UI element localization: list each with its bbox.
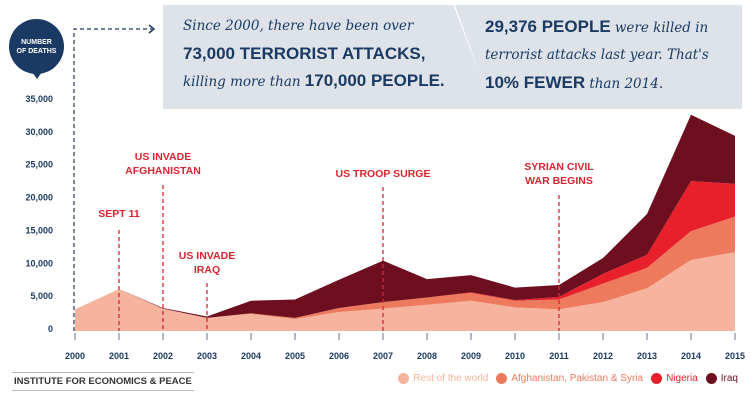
x-tick-label: 2002 xyxy=(153,351,173,361)
legend-item: Rest of the world xyxy=(398,373,488,384)
y-axis-title-badge: NUMBER OF DEATHS xyxy=(9,19,64,79)
event-label: IRAQ xyxy=(194,264,220,276)
x-tick-label: 2005 xyxy=(285,351,305,361)
legend-label: Iraq xyxy=(720,373,738,384)
legend-label: Nigeria xyxy=(666,373,698,384)
dashed-pointer-line xyxy=(73,28,152,331)
x-tick-label: 2008 xyxy=(417,351,437,361)
legend: Rest of the world Afghanistan, Pakistan &… xyxy=(398,373,738,384)
callout2-line2: terrorist attacks last year. That's xyxy=(485,47,709,63)
x-tick-label: 2006 xyxy=(329,351,349,361)
x-tick-label: 2000 xyxy=(65,351,85,361)
callout2-line1b: were killed in xyxy=(614,20,709,36)
y-tick-label: 35,000 xyxy=(25,94,53,104)
y-tick-label: 20,000 xyxy=(25,193,53,203)
x-tick-label: 2009 xyxy=(461,351,481,361)
x-tick-label: 2012 xyxy=(593,351,613,361)
callout-deaths: 29,376 PEOPLE were killed in terrorist a… xyxy=(455,5,742,109)
x-tick-label: 2011 xyxy=(549,351,569,361)
callout1-line2: 73,000 TERRORIST ATTACKS, xyxy=(183,44,426,63)
arrow-head-icon xyxy=(148,24,156,34)
x-tick-label: 2001 xyxy=(109,351,129,361)
callout-attacks: Since 2000, there have been over 73,000 … xyxy=(163,5,493,109)
y-tick-label: 15,000 xyxy=(25,225,53,235)
x-tick-label: 2014 xyxy=(681,351,701,361)
area-iraq xyxy=(75,114,735,318)
callout2-line1a: 29,376 PEOPLE xyxy=(485,17,611,36)
area-rest-of-the-world xyxy=(75,252,735,331)
x-tick-label: 2015 xyxy=(725,351,745,361)
event-label: US INVADE xyxy=(135,151,191,163)
callout2-line3a: 10% FEWER xyxy=(485,73,586,92)
y-tick-label: 10,000 xyxy=(25,258,53,268)
y-tick-label: 0 xyxy=(48,324,53,334)
event-label: SYRIAN CIVIL xyxy=(524,161,594,173)
event-label: AFGHANISTAN xyxy=(125,165,201,177)
legend-swatch xyxy=(496,373,508,384)
x-tick-label: 2004 xyxy=(241,351,261,361)
legend-swatch xyxy=(705,373,717,384)
legend-swatch xyxy=(398,373,410,384)
y-tick-label: 5,000 xyxy=(30,291,53,301)
event-label: SEPT 11 xyxy=(98,208,140,220)
event-label: US INVADE xyxy=(179,250,235,262)
legend-label: Afghanistan, Pakistan & Syria xyxy=(511,373,644,384)
callout1-line3b: 170,000 PEOPLE. xyxy=(304,71,445,90)
legend-swatch xyxy=(651,373,663,384)
y-tick-label: 25,000 xyxy=(25,160,53,170)
x-tick-label: 2003 xyxy=(197,351,217,361)
x-tick-label: 2010 xyxy=(505,351,525,361)
event-label: US TROOP SURGE xyxy=(336,168,431,180)
source-logo: INSTITUTE FOR ECONOMICS & PEACE xyxy=(12,372,194,391)
callout1-line1: Since 2000, there have been over xyxy=(183,18,414,34)
legend-item: Afghanistan, Pakistan & Syria xyxy=(496,373,643,384)
y-tick-label: 30,000 xyxy=(25,127,53,137)
event-label: WAR BEGINS xyxy=(525,175,593,187)
x-tick-label: 2007 xyxy=(373,351,393,361)
x-tick-label: 2013 xyxy=(637,351,657,361)
callout2-line3b: than 2014. xyxy=(589,76,664,92)
legend-label: Rest of the world xyxy=(413,373,489,384)
legend-item: Nigeria xyxy=(651,373,698,384)
callout1-line3a: killing more than xyxy=(183,74,301,90)
legend-item: Iraq xyxy=(705,373,738,384)
